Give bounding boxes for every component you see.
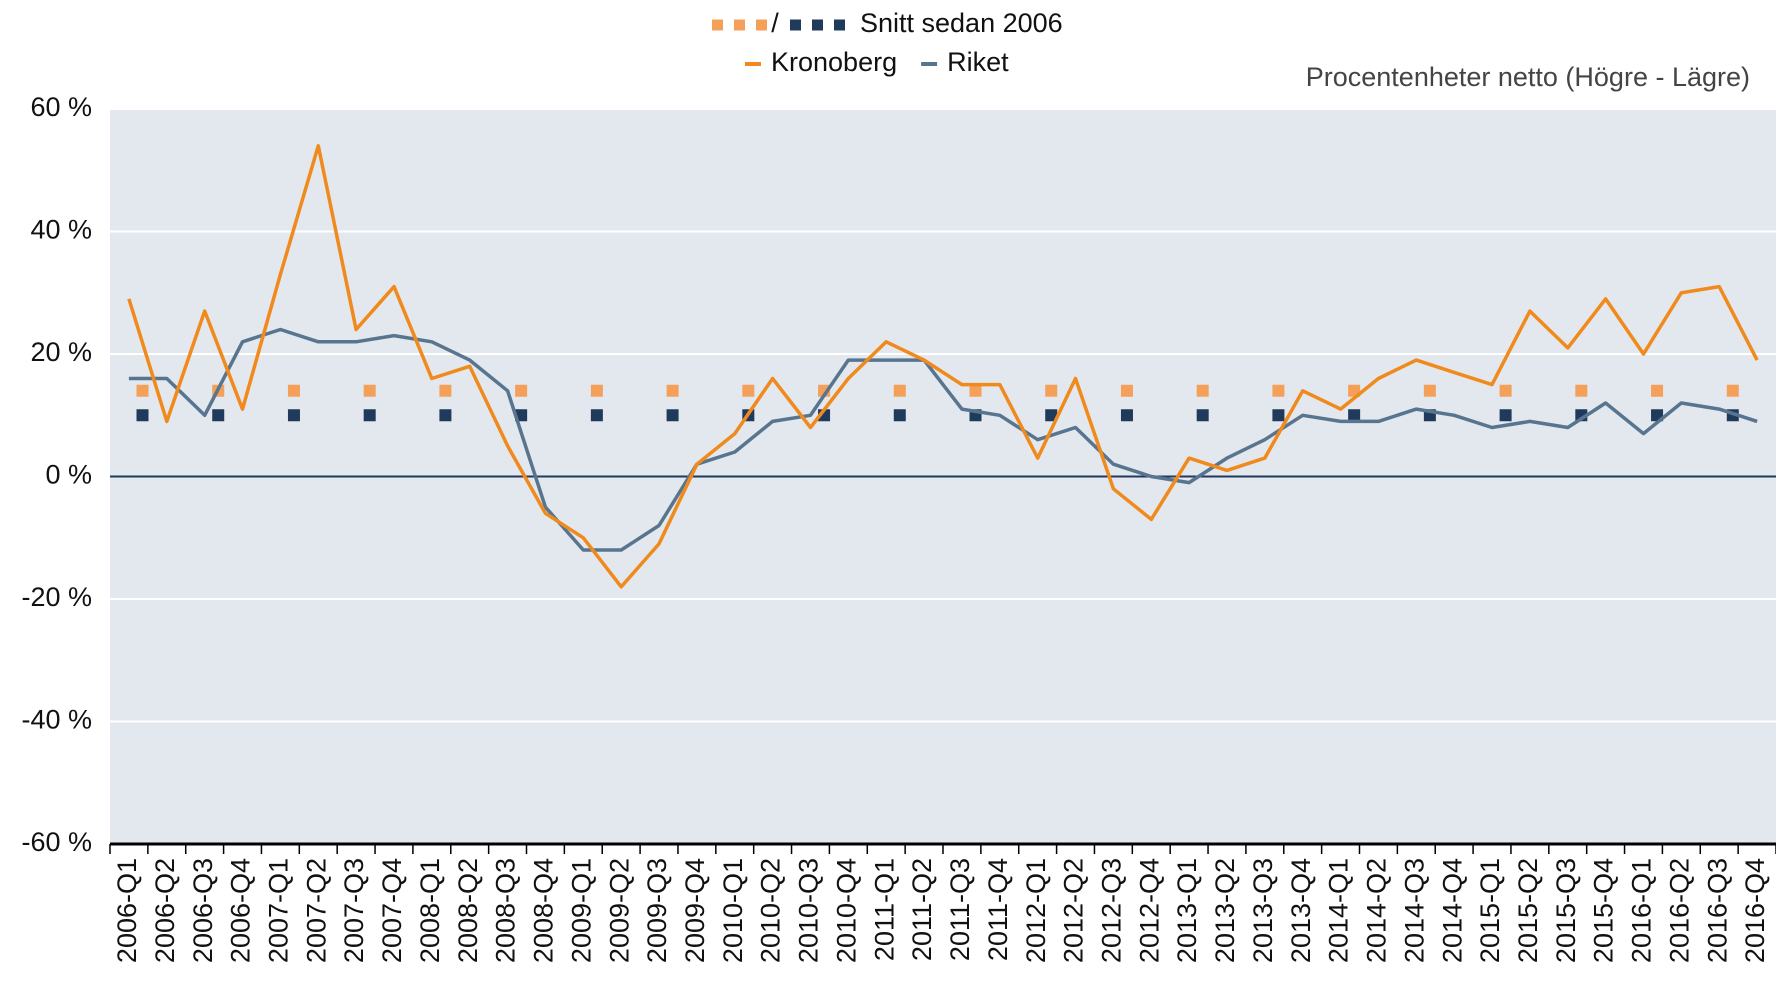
x-tick-label: 2010-Q3 [794, 858, 824, 963]
x-tick-label: 2006-Q4 [226, 858, 256, 963]
series-line [128, 327, 1758, 552]
x-tick-label: 2014-Q2 [1362, 858, 1392, 963]
x-tick-label: 2012-Q2 [1059, 858, 1089, 963]
x-tick-label: 2009-Q3 [642, 858, 672, 963]
legend-label: Snitt sedan 2006 [860, 8, 1063, 38]
x-tick-label: 2014-Q1 [1324, 858, 1354, 963]
y-tick-label: -60 % [21, 827, 92, 857]
x-tick-label: 2011-Q2 [907, 858, 937, 961]
x-tick-label: 2015-Q4 [1589, 858, 1619, 963]
x-tick-label: 2009-Q1 [566, 858, 596, 963]
y-tick-label: 0 % [45, 460, 92, 490]
x-tick-label: 2015-Q2 [1513, 858, 1543, 963]
y-tick-label: -40 % [21, 705, 92, 735]
unit-note: Procentenheter netto (Högre - Lägre) [1306, 62, 1750, 92]
x-tick-label: 2008-Q3 [491, 858, 521, 963]
x-tick-label: 2012-Q3 [1097, 858, 1127, 963]
y-tick-label: -20 % [21, 582, 92, 612]
x-tick-label: 2009-Q2 [604, 858, 634, 963]
x-tick-label: 2014-Q4 [1437, 858, 1467, 963]
legend-label: Riket [947, 47, 1009, 77]
x-tick-label: 2014-Q3 [1399, 858, 1429, 963]
x-tick-label: 2011-Q4 [983, 858, 1013, 961]
x-tick-label: 2013-Q3 [1248, 858, 1278, 963]
x-tick-label: 2006-Q1 [112, 858, 142, 963]
x-tick-label: 2007-Q1 [264, 858, 294, 963]
x-tick-label: 2016-Q4 [1740, 858, 1770, 963]
x-tick-label: 2012-Q4 [1134, 858, 1164, 963]
x-tick-label: 2008-Q1 [415, 858, 445, 963]
y-tick-label: 60 % [30, 92, 92, 122]
x-tick-label: 2016-Q2 [1664, 858, 1694, 963]
x-tick-label: 2007-Q4 [377, 858, 407, 963]
x-tick-label: 2007-Q2 [301, 858, 331, 963]
series-line [127, 144, 1759, 589]
x-tick-label: 2008-Q2 [453, 858, 483, 963]
x-tick-label: 2010-Q4 [831, 858, 861, 963]
x-tick-label: 2010-Q1 [718, 858, 748, 963]
x-tick-label: 2016-Q1 [1627, 858, 1657, 963]
x-tick-label: 2006-Q2 [150, 858, 180, 963]
x-tick-label: 2015-Q3 [1551, 858, 1581, 963]
x-tick-label: 2013-Q4 [1286, 858, 1316, 963]
x-tick-label: 2007-Q3 [339, 858, 369, 963]
legend-label: Kronoberg [771, 47, 897, 77]
y-tick-label: 40 % [30, 215, 92, 245]
x-tick-label: 2011-Q3 [945, 858, 975, 961]
x-tick-label: 2006-Q3 [188, 858, 218, 963]
x-tick-label: 2012-Q1 [1021, 858, 1051, 963]
x-tick-label: 2016-Q3 [1702, 858, 1732, 963]
x-tick-label: 2011-Q1 [869, 858, 899, 961]
x-tick-label: 2009-Q4 [680, 858, 710, 963]
x-tick-label: 2010-Q2 [756, 858, 786, 963]
legend-separator: / [771, 8, 779, 38]
x-tick-label: 2013-Q2 [1210, 858, 1240, 963]
x-tick-label: 2013-Q1 [1172, 858, 1202, 963]
x-tick-label: 2015-Q1 [1475, 858, 1505, 963]
x-tick-label: 2008-Q4 [529, 858, 559, 963]
y-tick-label: 20 % [30, 337, 92, 367]
